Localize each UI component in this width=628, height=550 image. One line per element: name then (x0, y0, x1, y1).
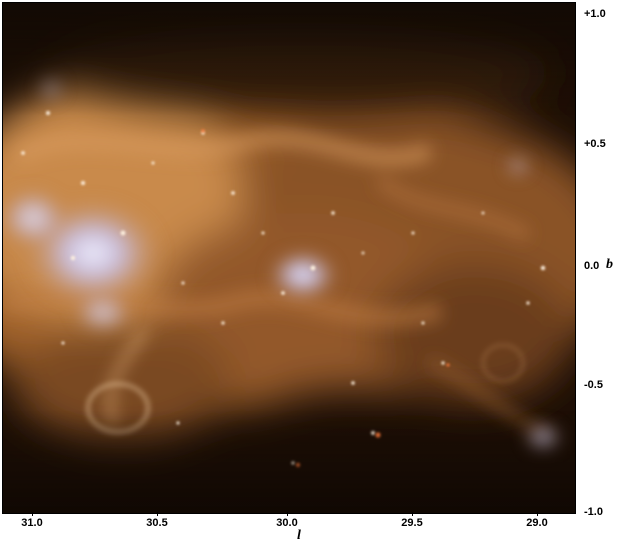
longitude-tick-label: 29.5 (401, 517, 423, 529)
longitude-tick-label: 30.5 (146, 517, 168, 529)
nebula-image (2, 2, 576, 514)
longitude-tick-label: 31.0 (21, 517, 43, 529)
latitude-axis-title: b (606, 257, 613, 272)
latitude-tick-label: -1.0 (584, 506, 603, 518)
longitude-tick-label: 29.0 (526, 517, 548, 529)
latitude-tick-label: +0.5 (584, 138, 606, 150)
longitude-tick-label: 30.0 (276, 517, 298, 529)
latitude-tick-label: +1.0 (584, 8, 606, 20)
latitude-tick-label: -0.5 (584, 379, 603, 391)
latitude-tick-label: 0.0 (584, 260, 600, 272)
longitude-axis-title: l (297, 528, 301, 543)
